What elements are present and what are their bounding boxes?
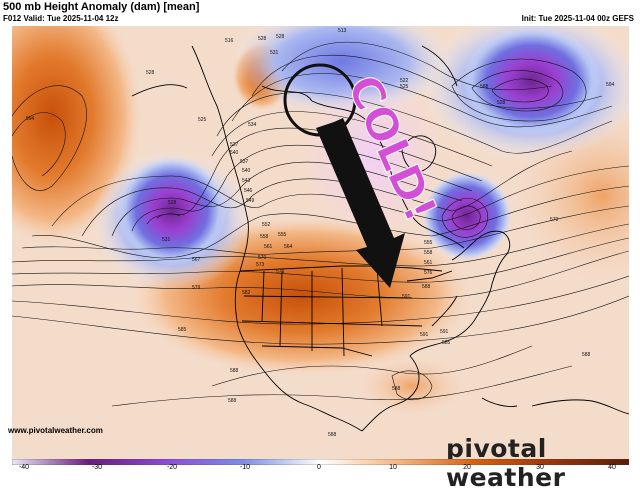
svg-text:588: 588 bbox=[228, 398, 237, 404]
svg-text:522: 522 bbox=[400, 78, 409, 84]
svg-text:588: 588 bbox=[392, 386, 401, 392]
svg-text:534: 534 bbox=[248, 122, 257, 128]
svg-text:537: 537 bbox=[230, 142, 239, 148]
svg-text:576: 576 bbox=[424, 270, 433, 276]
svg-text:591: 591 bbox=[440, 329, 449, 335]
svg-text:540: 540 bbox=[230, 150, 239, 156]
svg-text:561: 561 bbox=[264, 244, 273, 250]
svg-text:561: 561 bbox=[424, 260, 433, 266]
header: 500 mb Height Anomaly (dam) [mean] F012 … bbox=[0, 0, 640, 26]
svg-text:543: 543 bbox=[242, 178, 251, 184]
svg-text:513: 513 bbox=[338, 28, 347, 34]
svg-text:588: 588 bbox=[328, 432, 337, 438]
anomaly-map: 516 528 531 528 513 522 525 528 528 534 … bbox=[12, 26, 629, 459]
svg-text:558: 558 bbox=[260, 234, 269, 240]
svg-text:564: 564 bbox=[284, 244, 293, 250]
colorbar-ticks: -40 -30 -20 -10 0 10 20 30 40 bbox=[12, 464, 629, 478]
height-contours bbox=[12, 41, 629, 407]
colorbar-tick: 30 bbox=[536, 464, 544, 471]
svg-text:591: 591 bbox=[402, 294, 411, 300]
svg-text:540: 540 bbox=[242, 168, 251, 174]
svg-text:582: 582 bbox=[242, 290, 251, 296]
svg-text:528: 528 bbox=[497, 100, 506, 106]
svg-text:528: 528 bbox=[276, 34, 285, 40]
annotation-arrow bbox=[316, 118, 405, 288]
svg-text:537: 537 bbox=[240, 159, 249, 165]
colorbar-tick: 0 bbox=[317, 464, 321, 471]
svg-text:579: 579 bbox=[192, 285, 201, 291]
svg-text:570: 570 bbox=[258, 255, 267, 261]
svg-text:588: 588 bbox=[422, 284, 431, 290]
valid-time: F012 Valid: Tue 2025-11-04 12z bbox=[3, 14, 119, 23]
svg-text:528: 528 bbox=[258, 36, 267, 42]
svg-text:546: 546 bbox=[244, 188, 253, 194]
svg-text:585: 585 bbox=[442, 340, 451, 346]
svg-text:555: 555 bbox=[424, 240, 433, 246]
svg-text:516: 516 bbox=[225, 38, 234, 44]
colorbar-tick: 20 bbox=[463, 464, 471, 471]
svg-text:525: 525 bbox=[400, 84, 409, 90]
colorbar-tick: 10 bbox=[389, 464, 397, 471]
svg-text:528: 528 bbox=[168, 200, 177, 206]
svg-text:573: 573 bbox=[256, 262, 265, 268]
svg-text:558: 558 bbox=[424, 250, 433, 256]
colorbar bbox=[12, 459, 629, 465]
website-url: www.pivotalweather.com bbox=[8, 426, 103, 435]
svg-text:531: 531 bbox=[270, 50, 279, 56]
svg-text:552: 552 bbox=[262, 222, 271, 228]
svg-text:579: 579 bbox=[550, 217, 559, 223]
svg-text:591: 591 bbox=[420, 332, 429, 338]
svg-text:555: 555 bbox=[278, 232, 287, 238]
svg-text:594: 594 bbox=[606, 82, 615, 88]
init-time: Init: Tue 2025-11-04 00z GEFS bbox=[521, 14, 634, 23]
svg-text:588: 588 bbox=[480, 84, 489, 90]
colorbar-tick: -40 bbox=[18, 464, 30, 471]
colorbar-tick: 40 bbox=[608, 464, 616, 471]
svg-text:531: 531 bbox=[162, 237, 171, 243]
svg-text:525: 525 bbox=[198, 117, 207, 123]
svg-text:585: 585 bbox=[178, 327, 187, 333]
coastlines bbox=[131, 45, 629, 432]
map-title: 500 mb Height Anomaly (dam) [mean] bbox=[3, 1, 200, 13]
colorbar-tick: -10 bbox=[239, 464, 251, 471]
svg-text:594: 594 bbox=[26, 116, 35, 122]
svg-text:588: 588 bbox=[230, 368, 239, 374]
svg-text:549: 549 bbox=[246, 198, 255, 204]
svg-text:576: 576 bbox=[276, 269, 285, 275]
svg-text:588: 588 bbox=[582, 352, 591, 358]
contour-labels: 516 528 531 528 513 522 525 528 528 534 … bbox=[26, 28, 615, 438]
colorbar-tick: -20 bbox=[166, 464, 178, 471]
svg-text:567: 567 bbox=[192, 257, 201, 263]
colorbar-tick: -30 bbox=[91, 464, 103, 471]
svg-text:528: 528 bbox=[146, 70, 155, 76]
